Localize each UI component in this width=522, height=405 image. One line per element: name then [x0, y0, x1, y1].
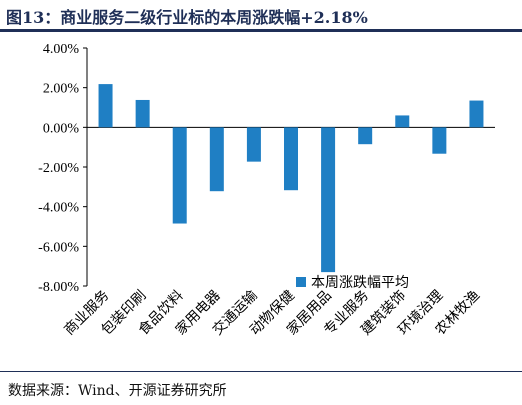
y-tick-label: 4.00%: [43, 42, 80, 57]
legend-label: 本周涨跌幅平均: [311, 275, 409, 291]
y-tick-label: -8.00%: [38, 280, 79, 295]
chart-title: 图13：商业服务二级行业标的本周涨跌幅+2.18%: [6, 8, 368, 27]
bar: [284, 127, 298, 191]
y-tick-label: -6.00%: [38, 240, 79, 255]
bar: [209, 127, 224, 192]
y-tick-label: -2.00%: [38, 161, 79, 176]
y-tick-label: 2.00%: [43, 82, 80, 97]
source-rule: [0, 371, 522, 372]
y-tick-label: -4.00%: [38, 201, 79, 216]
data-source: 数据来源：Wind、开源证券研究所: [8, 383, 227, 399]
bar: [172, 127, 187, 224]
bar: [469, 100, 484, 128]
bar: [98, 84, 113, 128]
bar: [395, 115, 410, 128]
bar-chart: 4.00%2.00%0.00%-2.00%-4.00%-6.00%-8.00%商…: [38, 42, 495, 338]
bar: [135, 99, 150, 128]
bar: [358, 127, 373, 145]
plot-area: 4.00%2.00%0.00%-2.00%-4.00%-6.00%-8.00%商…: [38, 42, 495, 338]
legend-swatch: [296, 277, 306, 287]
y-tick-label: 0.00%: [43, 121, 80, 136]
bar: [246, 127, 261, 162]
bar: [321, 127, 336, 273]
title-rule: [0, 29, 522, 32]
bar: [432, 127, 447, 154]
